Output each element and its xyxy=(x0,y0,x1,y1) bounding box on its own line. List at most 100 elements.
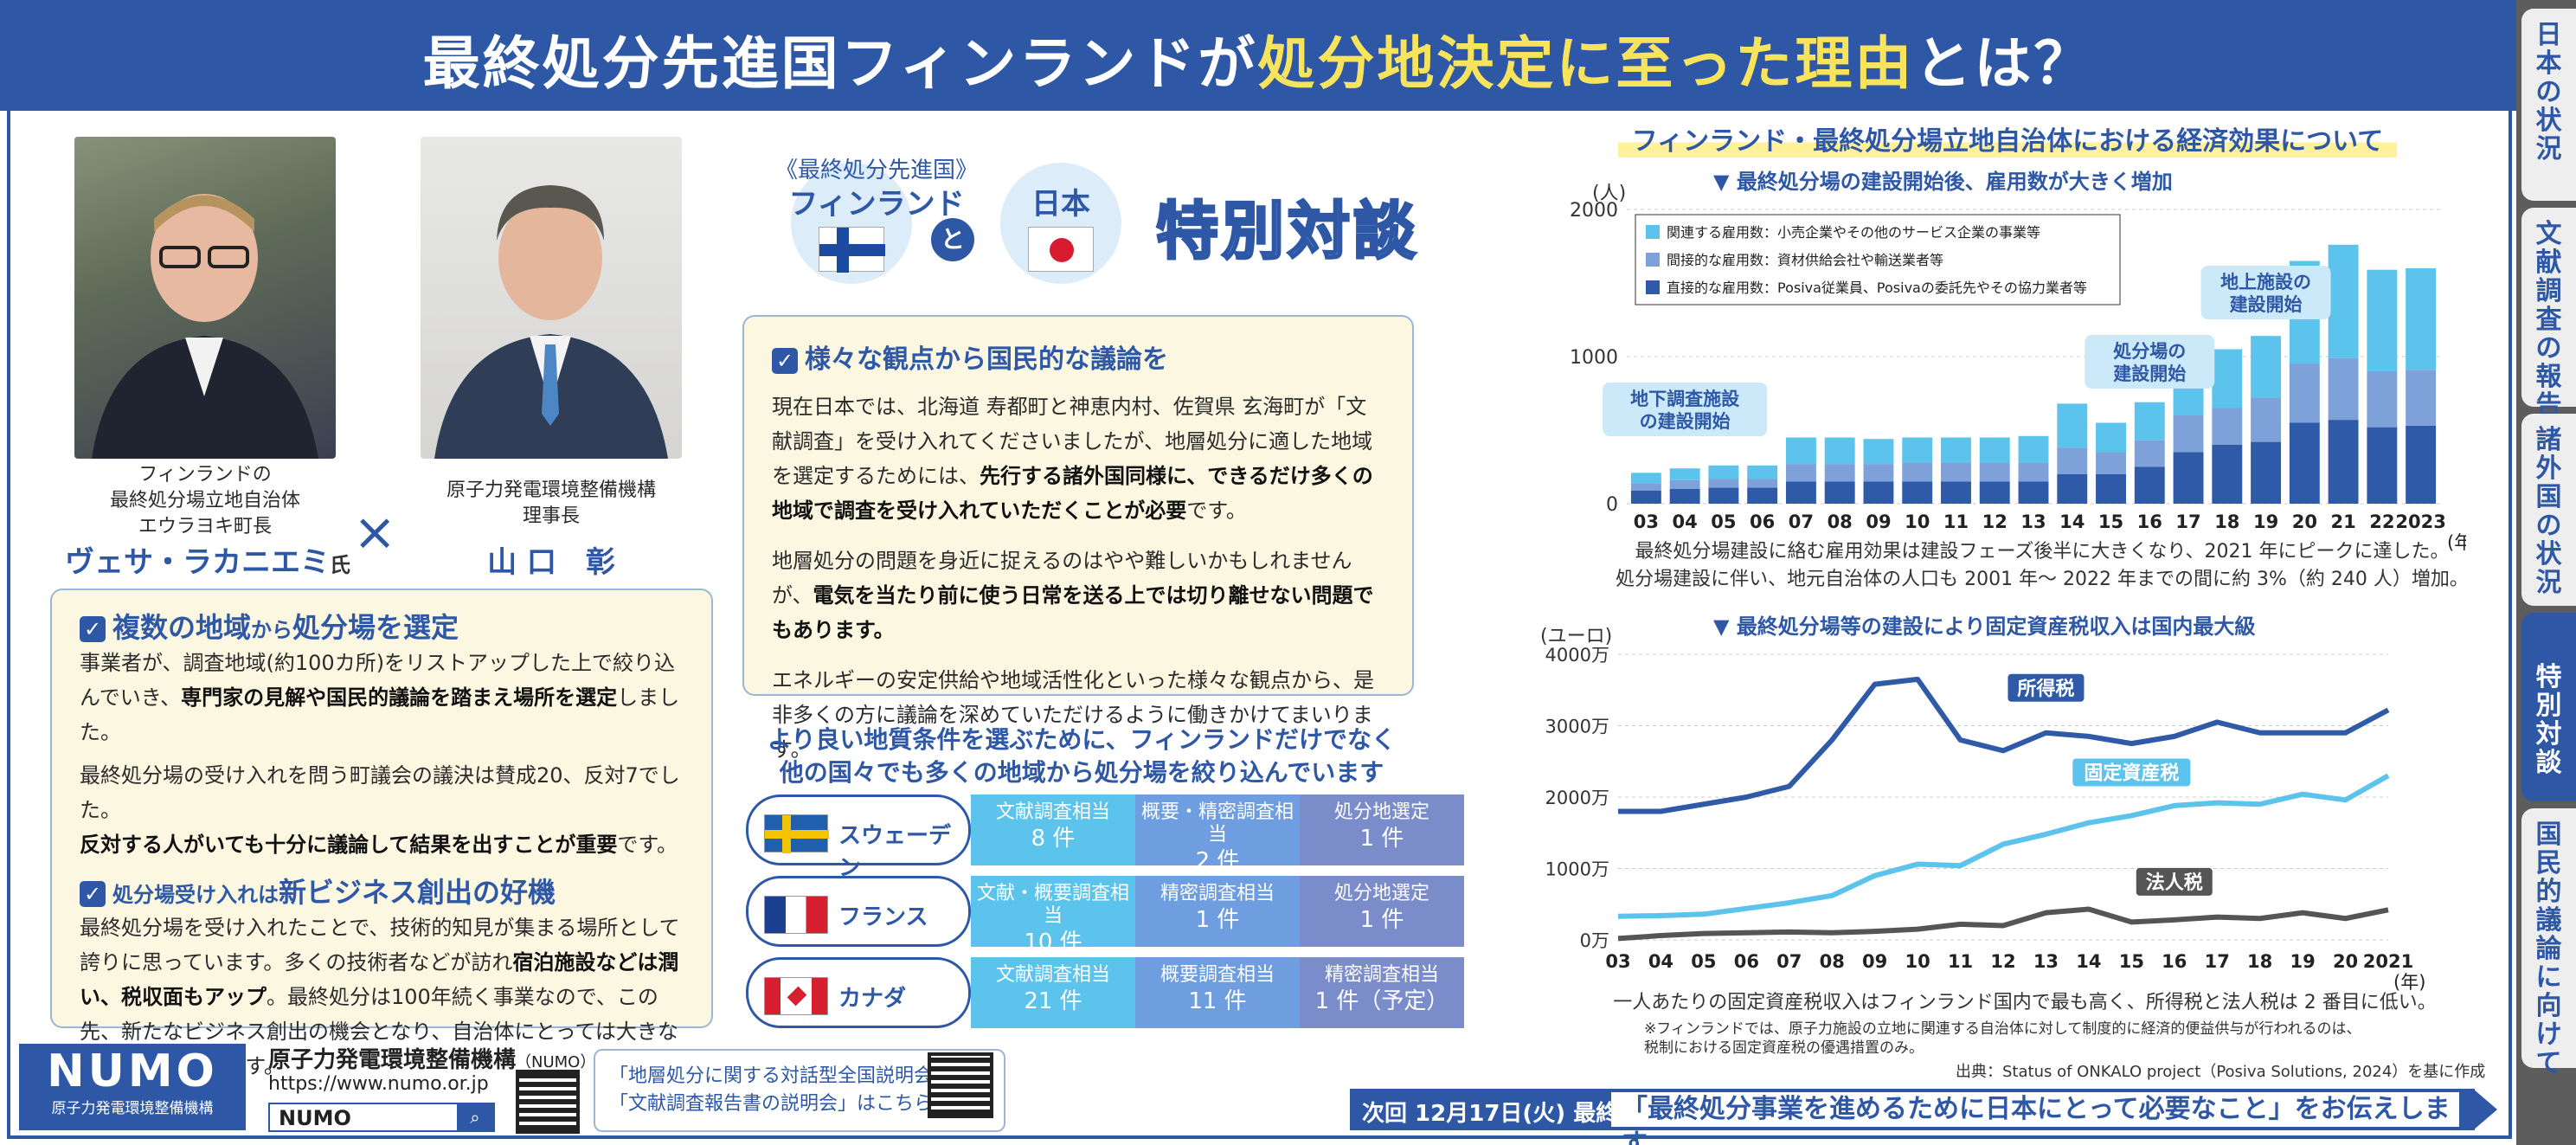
series-label-bg xyxy=(2072,758,2191,787)
tab-national-debate[interactable]: 国民的議論に向けて xyxy=(2521,808,2576,1077)
tab-literature-report[interactable]: 文献調査の報告 xyxy=(2521,208,2576,420)
series-line xyxy=(1617,906,2389,942)
finland-box-title: ✓ 複数の地域から処分場を選定 xyxy=(80,606,684,646)
x-tick-label: 06 xyxy=(1750,511,1775,532)
portrait-chairman-photo xyxy=(421,137,682,459)
sweden-flag-icon xyxy=(764,814,829,853)
annotation-box xyxy=(1603,383,1768,436)
x-tick-label: 22 xyxy=(2369,511,2394,532)
bar-segment xyxy=(2096,474,2126,504)
x-tick-label: 10 xyxy=(1905,951,1930,972)
search-icon[interactable]: ⌕ xyxy=(457,1104,493,1130)
bar-segment xyxy=(2212,408,2243,445)
x-tick-label: 18 xyxy=(2214,511,2239,532)
bar-segment xyxy=(1941,481,1971,504)
bar-segment xyxy=(1669,489,1700,504)
series-label-bg xyxy=(2007,673,2085,702)
finland-box-paragraph-1: 事業者が、調査地域(約100カ所)をリストアップした上で絞り込んでいき、専門家の… xyxy=(80,651,680,744)
y-tick-label: 4000万 xyxy=(1545,645,1609,666)
x-tick-label: 19 xyxy=(2290,951,2315,972)
series-label: 固定資産税 xyxy=(2084,762,2179,784)
x-tick-label: 17 xyxy=(2205,951,2230,972)
legend-label: 関連する雇用数：小売企業やその他のサービス企業の事業等 xyxy=(1667,224,2040,241)
annotation-box xyxy=(2200,266,2331,319)
legend-swatch xyxy=(1646,225,1660,239)
country-pill: カナダ xyxy=(746,957,971,1028)
tab-special-dialogue[interactable]: 特別対談 xyxy=(2521,613,2576,801)
tab-overseas-status[interactable]: 諸外国の状況 xyxy=(2521,414,2576,606)
x-tick-label: 2021 xyxy=(2363,951,2413,972)
legend-swatch xyxy=(1646,253,1660,267)
bar-segment xyxy=(2134,466,2165,504)
new-business-title: ✓ 処分場受け入れは新ビジネス創出の好機 xyxy=(80,871,684,910)
stage-cell: 文献調査相当 8 件 xyxy=(971,794,1135,865)
x-tick-label: 21 xyxy=(2330,511,2355,532)
bar-segment xyxy=(1941,437,1971,463)
tax-chart-footnote: ※フィンランドでは、原子力施設の立地に関連する自治体に対して制度的に経済的便益供… xyxy=(1644,1020,2361,1057)
y-tick-label: 2000万 xyxy=(1545,788,1609,808)
legend-label: 間接的な雇用数：資材供給会社や輸送業者等 xyxy=(1667,252,1943,268)
bar-segment xyxy=(2251,397,2282,442)
country-row-canada: カナダ 文献調査相当 21 件 概要調査相当 11 件 精密調査相当 1 件（予定） xyxy=(746,957,1464,1028)
bar-segment xyxy=(2096,452,2126,474)
stage-cell: 処分地選定 1 件 xyxy=(1300,876,1464,947)
search-input[interactable]: NUMO ⌕ xyxy=(268,1103,495,1132)
bar-segment xyxy=(1747,479,1778,488)
bar-segment xyxy=(1630,473,1661,484)
bar-segment xyxy=(1902,437,1933,463)
x-tick-label: 14 xyxy=(2076,951,2101,972)
bar-segment xyxy=(1863,464,1894,482)
x-tick-label: 17 xyxy=(2175,511,2200,532)
org-url-link[interactable]: https://www.numo.or.jp xyxy=(268,1073,489,1095)
x-tick-label: 15 xyxy=(2119,951,2144,972)
annotation-label: 建設開始 xyxy=(2113,363,2186,384)
annotation-label: 処分場の xyxy=(2113,341,2186,362)
bar-segment xyxy=(2406,370,2437,426)
bar-segment xyxy=(2134,402,2165,441)
employment-chart-note: 最終処分場建設に絡む雇用効果は建設フェーズ後半に大きくなり、2021 年にピーク… xyxy=(1616,541,2469,590)
bar-segment xyxy=(2018,435,2049,463)
bar-segment xyxy=(2251,441,2282,504)
canada-flag-icon xyxy=(764,977,828,1015)
legend-label: 直接的な雇用数：Posiva従業員、Posivaの委託先やその協力業者等 xyxy=(1667,280,2087,296)
qr-code-icon[interactable] xyxy=(516,1070,580,1134)
tab-japan-status[interactable]: 日本の状況 xyxy=(2521,9,2576,201)
bar-segment xyxy=(1630,490,1661,504)
tax-chart-note: 一人あたりの固定資産税収入はフィンランド国内で最も高く、所得税と法人税は 2 番… xyxy=(1613,992,2437,1013)
bar-segment xyxy=(1747,487,1778,504)
series-label: 法人税 xyxy=(2146,872,2203,894)
checkbox-icon: ✓ xyxy=(772,347,798,374)
bar-segment xyxy=(2018,462,2049,482)
x-tick-label: 08 xyxy=(1828,511,1853,532)
bar-segment xyxy=(1863,439,1894,465)
bar-segment xyxy=(2367,427,2398,504)
qr-code-icon[interactable] xyxy=(928,1052,993,1118)
bar-segment xyxy=(1979,481,2010,504)
finland-selection-box: ✓ 複数の地域から処分場を選定 事業者が、調査地域(約100カ所)をリストアップし… xyxy=(50,589,713,1078)
comparison-heading: より良い地質条件を選ぶために、フィンランドだけでなく 他の国々でも多くの地域から処… xyxy=(767,725,1397,787)
series-line xyxy=(1617,773,2390,919)
guest1-name: ヴェサ・ラカニエミ氏 xyxy=(65,545,350,580)
x-tick-label: 12 xyxy=(1990,951,2015,972)
finland-label: フィンランド xyxy=(788,187,965,222)
japan-box-paragraph-2: 地層処分の問題を身近に捉えるのはやや難しいかもしれませんが、電気を当たり前に使う… xyxy=(772,549,1374,642)
bar-segment xyxy=(2057,474,2088,504)
series-line xyxy=(1618,676,2390,814)
checkbox-icon: ✓ xyxy=(80,616,106,642)
bar-segment xyxy=(1863,481,1894,504)
bar-segment xyxy=(1824,464,1855,482)
x-tick-label: 11 xyxy=(1948,951,1973,972)
bar-segment xyxy=(2328,420,2359,504)
x-tick-label: 03 xyxy=(1634,511,1659,532)
series-label-bg xyxy=(2136,867,2213,896)
checkbox-icon: ✓ xyxy=(80,881,106,907)
next-issue-message: 「最終処分事業を進めるために日本にとって必要なこと」をお伝えします xyxy=(1611,1092,2459,1145)
x-tick-label: 10 xyxy=(1905,511,1930,532)
bar-segment xyxy=(2134,440,2165,467)
bar-segment xyxy=(1747,465,1778,479)
guest2-name: 山 口 彰 xyxy=(487,545,615,580)
special-dialogue-heading: 特別対談 xyxy=(1154,194,1420,269)
country-row-france: フランス 文献・概要調査相当 10 件 精密調査相当 1 件 処分地選定 1 件 xyxy=(746,876,1464,954)
bar-segment xyxy=(2367,371,2398,428)
